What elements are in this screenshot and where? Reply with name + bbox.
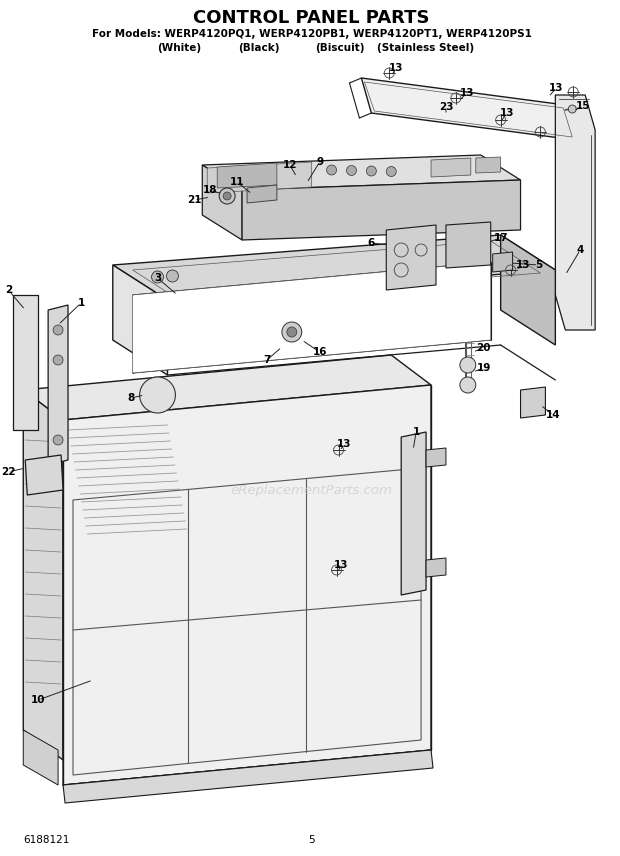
Text: 17: 17 xyxy=(494,233,508,243)
Text: 5: 5 xyxy=(535,260,542,270)
Text: (Black): (Black) xyxy=(239,43,280,53)
Polygon shape xyxy=(25,455,63,495)
Text: 13: 13 xyxy=(459,88,474,98)
Text: 13: 13 xyxy=(334,560,349,570)
Text: 16: 16 xyxy=(312,347,327,357)
Circle shape xyxy=(53,325,63,335)
Text: (Stainless Steel): (Stainless Steel) xyxy=(377,43,474,53)
Text: 1: 1 xyxy=(412,427,420,437)
Polygon shape xyxy=(63,750,433,803)
Polygon shape xyxy=(426,558,446,577)
Polygon shape xyxy=(401,432,426,595)
Text: 14: 14 xyxy=(546,410,560,420)
Polygon shape xyxy=(242,180,521,240)
Polygon shape xyxy=(521,387,546,418)
Text: 10: 10 xyxy=(31,695,45,705)
Polygon shape xyxy=(361,78,575,140)
Text: 12: 12 xyxy=(283,160,297,170)
Polygon shape xyxy=(501,235,556,345)
Polygon shape xyxy=(24,355,431,420)
Polygon shape xyxy=(556,95,595,330)
Text: 15: 15 xyxy=(576,101,590,111)
Text: 3: 3 xyxy=(154,273,161,283)
Text: 8: 8 xyxy=(127,393,135,403)
Polygon shape xyxy=(202,155,521,190)
Text: 2: 2 xyxy=(5,285,12,295)
Polygon shape xyxy=(48,305,68,465)
Text: 19: 19 xyxy=(477,363,491,373)
Circle shape xyxy=(347,165,356,175)
Text: 13: 13 xyxy=(389,63,404,73)
Text: (White): (White) xyxy=(157,43,201,53)
Circle shape xyxy=(282,322,302,342)
Polygon shape xyxy=(476,157,501,173)
Text: 20: 20 xyxy=(477,343,491,353)
Circle shape xyxy=(53,355,63,365)
Circle shape xyxy=(167,270,179,282)
Text: 13: 13 xyxy=(549,83,564,93)
Text: 13: 13 xyxy=(516,260,531,270)
Text: (Biscuit): (Biscuit) xyxy=(315,43,364,53)
Text: 1: 1 xyxy=(78,298,84,308)
Polygon shape xyxy=(386,225,436,290)
Circle shape xyxy=(460,377,476,393)
Circle shape xyxy=(151,271,164,283)
Polygon shape xyxy=(446,222,490,268)
Text: CONTROL PANEL PARTS: CONTROL PANEL PARTS xyxy=(193,9,430,27)
Text: For Models: WERP4120PQ1, WERP4120PB1, WERP4120PT1, WERP4120PS1: For Models: WERP4120PQ1, WERP4120PB1, WE… xyxy=(92,29,531,39)
Circle shape xyxy=(327,165,337,175)
Polygon shape xyxy=(247,185,277,203)
Polygon shape xyxy=(493,252,513,272)
Circle shape xyxy=(569,105,576,113)
Polygon shape xyxy=(113,265,167,375)
Text: 13: 13 xyxy=(499,108,514,118)
Text: eReplacementParts.com: eReplacementParts.com xyxy=(231,484,392,496)
Text: 6: 6 xyxy=(368,238,375,248)
Polygon shape xyxy=(202,165,242,240)
Text: 22: 22 xyxy=(1,467,16,477)
Circle shape xyxy=(140,377,175,413)
Text: 21: 21 xyxy=(187,195,202,205)
Polygon shape xyxy=(133,262,490,373)
Polygon shape xyxy=(113,235,556,300)
Polygon shape xyxy=(431,158,471,177)
Polygon shape xyxy=(426,448,446,467)
Polygon shape xyxy=(63,385,431,785)
Text: 23: 23 xyxy=(439,102,453,112)
Text: 9: 9 xyxy=(316,157,323,167)
Text: 18: 18 xyxy=(203,185,218,195)
Circle shape xyxy=(386,167,396,176)
Text: 13: 13 xyxy=(337,439,352,449)
Text: 11: 11 xyxy=(230,177,244,187)
Polygon shape xyxy=(24,730,58,785)
Text: 5: 5 xyxy=(308,835,315,845)
Polygon shape xyxy=(24,390,63,760)
Circle shape xyxy=(460,357,476,373)
Polygon shape xyxy=(13,295,38,430)
Text: 4: 4 xyxy=(577,245,584,255)
Text: 7: 7 xyxy=(264,355,270,365)
Circle shape xyxy=(219,188,235,204)
Circle shape xyxy=(223,192,231,200)
Polygon shape xyxy=(207,162,312,193)
Polygon shape xyxy=(217,163,277,188)
Circle shape xyxy=(287,327,297,337)
Text: 6188121: 6188121 xyxy=(24,835,69,845)
Circle shape xyxy=(53,435,63,445)
Circle shape xyxy=(366,166,376,176)
